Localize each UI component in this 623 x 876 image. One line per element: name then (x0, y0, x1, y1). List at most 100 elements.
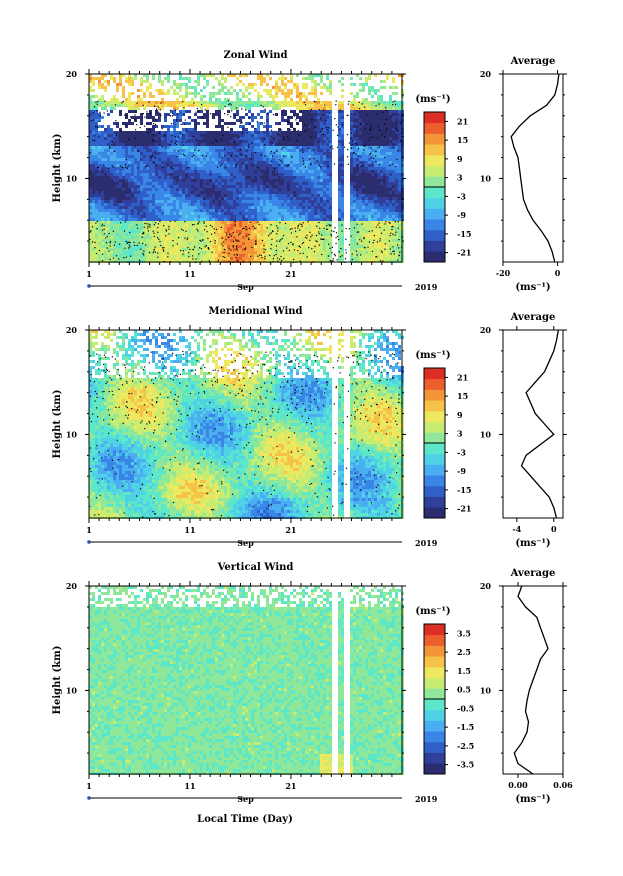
heatmap-cell (104, 89, 107, 92)
heatmap-cell (368, 149, 371, 152)
heatmap-cell (152, 245, 155, 248)
heatmap-cell (263, 188, 266, 191)
heatmap-cell (251, 164, 254, 167)
heatmap-cell (143, 104, 146, 107)
heatmap-cell (149, 227, 152, 230)
heatmap-cell (110, 233, 113, 236)
heatmap-cell (329, 254, 332, 257)
heatmap-cell (95, 239, 98, 242)
heatmap-cell (113, 95, 116, 98)
heatmap-cell (368, 140, 371, 143)
heatmap-cell (167, 77, 170, 80)
heatmap-cell (284, 209, 287, 212)
heatmap-cell (116, 155, 119, 158)
heatmap-cell (203, 74, 206, 77)
heatmap-cell (362, 158, 365, 161)
heatmap-cell (149, 179, 152, 182)
heatmap-cell (113, 230, 116, 233)
heatmap-cell (329, 182, 332, 185)
heatmap-cell (170, 131, 173, 134)
heatmap-cell (278, 179, 281, 182)
heatmap-cell (254, 248, 257, 251)
heatmap-cell (176, 149, 179, 152)
heatmap-cell (314, 161, 317, 164)
heatmap-cell (263, 134, 266, 137)
heatmap-cell (221, 107, 224, 110)
heatmap-cell (326, 194, 329, 197)
heatmap-cell (266, 209, 269, 212)
heatmap-cell (233, 149, 236, 152)
heatmap-cell (320, 191, 323, 194)
heatmap-cell (263, 200, 266, 203)
heatmap-cell (224, 242, 227, 245)
heatmap-cell (368, 125, 371, 128)
heatmap-cell (272, 191, 275, 194)
heatmap-cell (236, 146, 239, 149)
heatmap-cell (143, 212, 146, 215)
heatmap-cell (281, 212, 284, 215)
heatmap-cell (245, 137, 248, 140)
heatmap-cell (113, 134, 116, 137)
heatmap-cell (239, 167, 242, 170)
heatmap-cell (203, 188, 206, 191)
heatmap-cell (269, 131, 272, 134)
heatmap-cell (152, 185, 155, 188)
heatmap-cell (320, 173, 323, 176)
heatmap-cell (245, 209, 248, 212)
heatmap-cell (218, 170, 221, 173)
heatmap-cell (110, 188, 113, 191)
heatmap-cell (152, 203, 155, 206)
heatmap-cell (320, 236, 323, 239)
heatmap-cell (197, 209, 200, 212)
heatmap-cell (311, 140, 314, 143)
heatmap-cell (149, 215, 152, 218)
heatmap-cell (119, 101, 122, 104)
heatmap-cell (251, 149, 254, 152)
heatmap-cell (158, 167, 161, 170)
heatmap-cell (209, 98, 212, 101)
heatmap-cell (182, 212, 185, 215)
heatmap-cell (260, 221, 263, 224)
heatmap-cell (314, 185, 317, 188)
heatmap-cell (293, 83, 296, 86)
heatmap-cell (221, 227, 224, 230)
heatmap-cell (320, 119, 323, 122)
heatmap-cell (155, 209, 158, 212)
heatmap-cell (305, 197, 308, 200)
heatmap-cell (320, 182, 323, 185)
heatmap-cell (227, 254, 230, 257)
heatmap-cell (173, 137, 176, 140)
heatmap-cell (296, 215, 299, 218)
heatmap-cell (284, 248, 287, 251)
heatmap-cells (89, 74, 404, 263)
heatmap-cell (278, 188, 281, 191)
heatmap-cell (329, 149, 332, 152)
heatmap-cell (293, 137, 296, 140)
heatmap-cell (152, 125, 155, 128)
heatmap-cell (287, 257, 290, 260)
heatmap-cell (239, 104, 242, 107)
heatmap-cell (113, 152, 116, 155)
heatmap-cell (329, 116, 332, 119)
heatmap-cell (158, 134, 161, 137)
heatmap-cell (230, 185, 233, 188)
heatmap-cell (365, 236, 368, 239)
heatmap-cell (254, 245, 257, 248)
heatmap-cell (314, 188, 317, 191)
heatmap-cell (284, 101, 287, 104)
heatmap-cell (221, 104, 224, 107)
heatmap-cell (134, 131, 137, 134)
heatmap-cell (227, 110, 230, 113)
heatmap-cell (317, 137, 320, 140)
heatmap-cell (227, 122, 230, 125)
heatmap-cell (266, 74, 269, 77)
heatmap-cell (278, 128, 281, 131)
heatmap-cell (368, 248, 371, 251)
heatmap-cell (305, 122, 308, 125)
heatmap-cell (125, 98, 128, 101)
heatmap-cell (170, 206, 173, 209)
heatmap-cell (215, 188, 218, 191)
heatmap-cell (140, 257, 143, 260)
heatmap-cell (362, 143, 365, 146)
heatmap-cell (161, 167, 164, 170)
